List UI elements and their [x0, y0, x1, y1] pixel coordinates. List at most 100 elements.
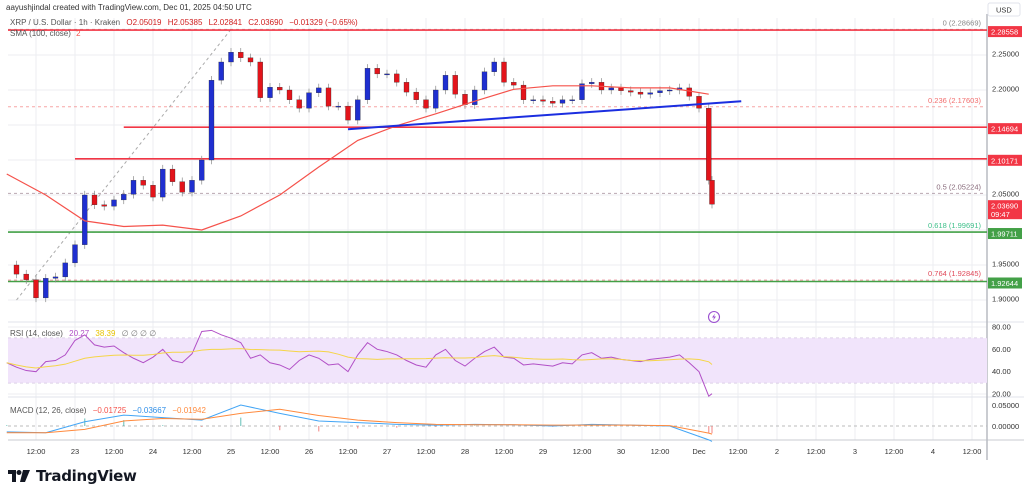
- candle-down: [706, 108, 712, 181]
- candle-up: [52, 276, 59, 279]
- attribution: aayushjindal created with TradingView.co…: [6, 3, 252, 12]
- candle-down: [511, 82, 517, 86]
- price-badge-label: 1.99711: [991, 230, 1018, 239]
- candle-up: [559, 99, 566, 104]
- candle-down: [618, 87, 624, 91]
- candle-down: [140, 180, 146, 186]
- macd-legend[interactable]: MACD (12, 26, close) −0.01725 −0.03667 −…: [10, 406, 207, 415]
- candle-down: [179, 181, 185, 193]
- currency-button[interactable]: [987, 2, 1021, 17]
- price-levels: 0 (2.28669) 0.236 (2.17603) 0.5 (2.05224) 0…: [8, 18, 987, 301]
- time-label: 24: [149, 447, 157, 456]
- rsi-band: [8, 338, 987, 383]
- fib-level-label: 0.236 (2.17603): [928, 96, 981, 105]
- time-label: 12:00: [495, 447, 514, 456]
- fib-level-label: 0.618 (1.99691): [928, 221, 981, 230]
- candle-down: [501, 61, 507, 83]
- fib-trend-line: [16, 29, 232, 301]
- rsi-legend[interactable]: RSI (14, close) 20.27 38.39 ∅ ∅ ∅ ∅: [10, 329, 156, 338]
- candle-down: [394, 73, 400, 83]
- price-badge: [988, 200, 1022, 220]
- rsi-line: [6, 329, 713, 398]
- candle-down: [247, 57, 254, 63]
- rsi-extra-values: ∅ ∅ ∅ ∅: [122, 329, 157, 338]
- candle-up: [579, 83, 585, 100]
- candle-down: [277, 87, 283, 91]
- tradingview-logo-icon: [8, 470, 30, 482]
- candle-up: [569, 99, 575, 101]
- overlays: [6, 85, 742, 231]
- candle-up: [481, 71, 488, 91]
- time-label: 12:00: [807, 447, 826, 456]
- candle-up: [316, 87, 322, 93]
- macd-hist-value: −0.01725: [93, 406, 127, 415]
- candle-down: [33, 279, 39, 299]
- price-badge: [988, 277, 1022, 289]
- candle-up: [306, 92, 312, 109]
- candles: [13, 48, 715, 303]
- time-label: 12:00: [183, 447, 202, 456]
- candle-down: [101, 204, 107, 207]
- grid: 12:00 23 12:00 24 12:00 25 12:00 26 12:00 27 12:00…: [8, 14, 1024, 460]
- rsi-tick: 20.00: [992, 390, 1011, 399]
- rsi-tick: 60.00: [992, 345, 1011, 354]
- candle-up: [189, 180, 195, 193]
- time-label: 23: [71, 447, 79, 456]
- time-label: 25: [227, 447, 235, 456]
- candle-up: [667, 89, 673, 92]
- time-label: 12:00: [27, 447, 46, 456]
- candle-up: [111, 199, 117, 207]
- sma-legend[interactable]: SMA (100, close) 2: [10, 29, 81, 38]
- price-badge-label: 2.14694: [991, 125, 1018, 134]
- candle-down: [374, 68, 380, 75]
- price-axis[interactable]: 2.25000 2.20000 2.05000 1.95000 1.90000 80.00…: [988, 26, 1022, 431]
- candle-up: [72, 244, 78, 264]
- lightning-icon[interactable]: [707, 310, 721, 324]
- candle-up: [433, 89, 439, 109]
- candle-up: [208, 80, 215, 161]
- time-label: 30: [617, 447, 625, 456]
- candle-up: [335, 105, 341, 108]
- candle-up: [530, 99, 536, 101]
- macd-value: −0.03667: [133, 406, 167, 415]
- time-label: 26: [305, 447, 313, 456]
- price-badge: [988, 123, 1022, 135]
- time-label: 12:00: [729, 447, 748, 456]
- candle-up: [647, 92, 653, 95]
- time-label: 12:00: [261, 447, 280, 456]
- time-label: 12:00: [105, 447, 124, 456]
- candle-down: [550, 101, 556, 104]
- currency-label: USD: [996, 6, 1012, 15]
- rsi-tick: 80.00: [992, 323, 1011, 332]
- candle-up: [608, 87, 614, 91]
- tradingview-logo[interactable]: TradingView: [8, 467, 137, 485]
- time-label: 12:00: [573, 447, 592, 456]
- candle-down: [520, 84, 527, 100]
- time-label: Dec: [692, 447, 706, 456]
- low-value: L2.02841: [209, 18, 243, 27]
- candle-down: [628, 90, 634, 93]
- candle-down: [413, 91, 419, 100]
- price-tick: 2.25000: [992, 50, 1019, 59]
- candle-up: [364, 68, 371, 100]
- rsi-ma-value: 38.39: [95, 329, 116, 338]
- legend-ohlc: XRP / U.S. Dollar · 1h · Kraken O2.05019…: [10, 18, 358, 27]
- macd-tick: 0.00000: [992, 422, 1019, 431]
- price-badge-label: 2.28558: [991, 28, 1018, 37]
- candle-down: [169, 168, 176, 182]
- rsi-label: RSI (14, close): [10, 329, 63, 338]
- trendline: [347, 100, 742, 131]
- change-value: −0.01329 (−0.65%): [289, 18, 358, 27]
- rsi-value: 20.27: [69, 329, 90, 338]
- sma-100-line: [6, 85, 709, 231]
- sma-value: 2: [76, 29, 81, 38]
- price-badge: [988, 26, 1022, 38]
- candle-down: [286, 89, 293, 100]
- candle-down: [423, 99, 429, 109]
- price-badge-label: 1.92644: [991, 279, 1018, 288]
- candle-up: [130, 180, 137, 195]
- candle-down: [686, 87, 692, 97]
- time-label: 12:00: [651, 447, 670, 456]
- high-value: H2.05385: [168, 18, 203, 27]
